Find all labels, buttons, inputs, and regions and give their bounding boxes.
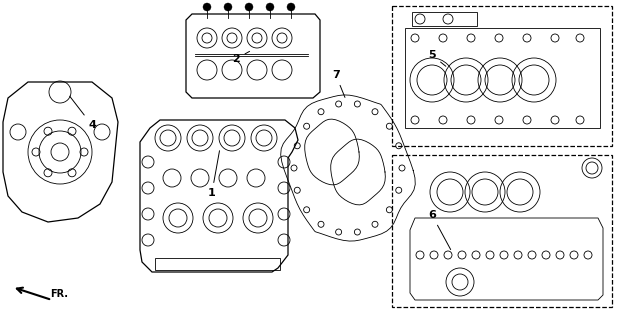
Text: 4: 4 bbox=[69, 96, 96, 130]
Text: 1: 1 bbox=[208, 151, 219, 198]
Text: 2: 2 bbox=[232, 51, 250, 64]
Bar bbox=[392, 155, 612, 307]
Bar bbox=[155, 258, 280, 270]
Circle shape bbox=[203, 3, 211, 11]
Circle shape bbox=[245, 3, 253, 11]
Text: 6: 6 bbox=[428, 210, 451, 250]
Bar bbox=[405, 28, 600, 128]
Circle shape bbox=[266, 3, 274, 11]
Bar bbox=[412, 12, 477, 26]
Text: 5: 5 bbox=[428, 50, 446, 66]
Bar bbox=[392, 6, 612, 146]
Circle shape bbox=[287, 3, 295, 11]
Text: 7: 7 bbox=[332, 70, 345, 97]
Text: FR.: FR. bbox=[50, 289, 68, 299]
Circle shape bbox=[224, 3, 232, 11]
